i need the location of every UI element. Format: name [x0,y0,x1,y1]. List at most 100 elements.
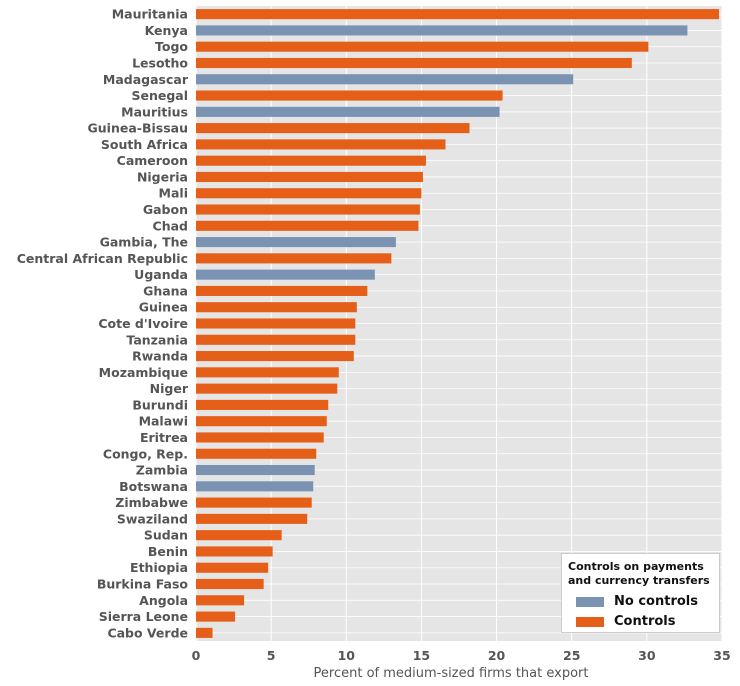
bar-cabo-verde [196,627,213,638]
category-label-guinea: Guinea [139,300,188,315]
category-label-benin: Benin [148,544,188,559]
category-label-ghana: Ghana [143,283,188,298]
bar-ghana [196,285,368,296]
bar-uganda [196,269,375,280]
bar-sierra-leone [196,611,236,622]
category-label-eritrea: Eritrea [140,430,188,445]
category-label-togo: Togo [155,39,188,54]
bar-botswana [196,481,314,492]
bar-swaziland [196,513,308,524]
bar-nigeria [196,171,423,183]
legend-swatch-controls [576,616,604,627]
bar-guinea [196,302,357,313]
bar-mali [196,188,422,199]
category-label-uganda: Uganda [134,267,188,282]
bar-congo-rep [196,448,317,459]
x-tick-label-35: 35 [713,648,730,663]
x-axis-title: Percent of medium-sized firms that expor… [314,666,589,681]
category-label-swaziland: Swaziland [117,511,188,526]
category-label-south-africa: South Africa [101,137,188,152]
bar-cameroon [196,155,426,166]
category-label-zimbabwe: Zimbabwe [115,495,188,510]
bar-ethiopia [196,562,269,573]
category-label-nigeria: Nigeria [137,169,188,184]
category-label-burundi: Burundi [132,397,188,412]
category-label-niger: Niger [150,381,189,396]
bar-chad [196,220,419,231]
bar-burkina-faso [196,578,264,590]
bar-central-african-republic [196,253,392,264]
x-tick-label-25: 25 [563,648,580,663]
category-label-cabo-verde: Cabo Verde [107,625,188,640]
bar-tanzania [196,334,356,345]
legend-swatch-no-controls [576,596,604,607]
bar-zambia [196,464,315,476]
category-label-madagascar: Madagascar [103,72,189,87]
category-label-central-african-republic: Central African Republic [17,251,188,266]
bar-south-africa [196,139,446,150]
category-label-chad: Chad [153,218,188,233]
legend-label-controls: Controls [614,614,676,629]
bar-mauritania [196,9,719,20]
bar-burundi [196,399,329,410]
bar-togo [196,41,649,52]
bar-malawi [196,416,327,427]
x-tick-labels: 0 5 10 15 20 25 30 35 [192,648,731,663]
legend-entry-controls: Controls [576,614,675,629]
legend-label-no-controls: No controls [614,594,698,609]
legend-title-line-2: and currency transfers [568,574,710,587]
x-tick-label-10: 10 [338,648,356,663]
category-label-malawi: Malawi [139,414,188,429]
legend-title: Controls on payments and currency transf… [568,560,718,588]
category-label-guinea-bissau: Guinea-Bissau [88,121,188,136]
bar-lesotho [196,57,632,69]
bar-guinea-bissau [196,123,470,134]
category-label-burkina-faso: Burkina Faso [97,577,189,592]
legend: Controls on payments and currency transf… [561,553,720,633]
category-label-mauritania: Mauritania [112,7,188,22]
x-tick-label-20: 20 [488,648,506,663]
bar-rwanda [196,351,354,362]
category-label-cote-d-ivoire: Cote d'Ivoire [98,316,188,331]
category-label-gambia-the: Gambia, The [100,235,188,250]
bar-madagascar [196,74,574,85]
category-label-lesotho: Lesotho [132,55,188,70]
category-label-sierra-leone: Sierra Leone [99,609,188,624]
category-label-sudan: Sudan [144,528,188,543]
category-label-botswana: Botswana [119,479,188,494]
bar-kenya [196,25,688,36]
bar-sudan [196,530,282,541]
bar-gabon [196,204,420,215]
x-tick-label-5: 5 [267,648,276,663]
bar-eritrea [196,432,324,443]
category-label-gabon: Gabon [143,202,188,217]
bar-niger [196,383,338,394]
category-label-tanzania: Tanzania [126,332,188,347]
category-label-senegal: Senegal [131,88,188,103]
category-label-kenya: Kenya [145,23,188,38]
category-label-cameroon: Cameroon [117,153,188,168]
bars [196,9,719,638]
legend-title-line-1: Controls on payments [568,560,704,573]
category-label-mali: Mali [159,186,188,201]
bar-cote-d-ivoire [196,318,356,329]
bar-senegal [196,90,503,101]
category-label-angola: Angola [139,593,188,608]
bar-angola [196,595,245,606]
category-label-mauritius: Mauritius [121,104,188,119]
bar-benin [196,546,273,557]
bar-mauritius [196,106,500,117]
bar-mozambique [196,367,339,378]
bar-zimbabwe [196,497,312,508]
category-label-rwanda: Rwanda [132,349,188,364]
category-label-congo-rep: Congo, Rep. [103,446,188,461]
x-tick-label-15: 15 [413,648,430,663]
legend-entry-no-controls: No controls [576,594,698,609]
x-tick-label-30: 30 [638,648,656,663]
category-label-zambia: Zambia [136,463,188,478]
category-label-ethiopia: Ethiopia [130,560,188,575]
category-label-mozambique: Mozambique [99,365,188,380]
x-tick-label-0: 0 [192,648,201,663]
